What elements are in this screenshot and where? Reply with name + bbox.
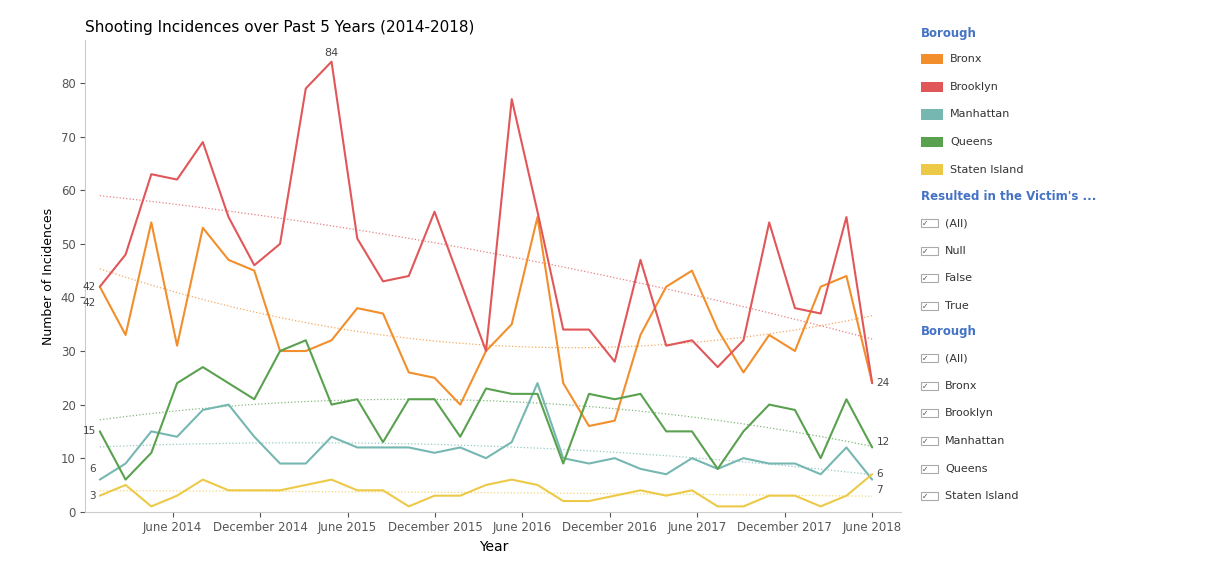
Text: Queens: Queens: [945, 463, 988, 474]
Text: Bronx: Bronx: [945, 381, 978, 391]
Text: Borough: Borough: [921, 28, 977, 40]
Text: Shooting Incidences over Past 5 Years (2014-2018): Shooting Incidences over Past 5 Years (2…: [85, 20, 475, 35]
Text: Brooklyn: Brooklyn: [945, 408, 994, 419]
Text: ✓: ✓: [922, 492, 928, 501]
Text: Manhattan: Manhattan: [945, 436, 1006, 446]
Text: 42: 42: [83, 282, 96, 292]
Text: ✓: ✓: [922, 302, 928, 310]
Text: Bronx: Bronx: [950, 54, 983, 64]
Text: True: True: [945, 301, 968, 311]
Text: 15: 15: [83, 427, 96, 436]
Text: ✓: ✓: [922, 465, 928, 473]
Text: 7: 7: [876, 485, 883, 495]
Text: Borough: Borough: [921, 325, 977, 338]
Text: Brooklyn: Brooklyn: [950, 82, 999, 92]
Text: Queens: Queens: [950, 137, 993, 147]
Text: Staten Island: Staten Island: [945, 491, 1018, 501]
Text: Staten Island: Staten Island: [950, 164, 1023, 175]
Text: ✓: ✓: [922, 437, 928, 446]
Text: Manhattan: Manhattan: [950, 109, 1011, 120]
Text: 6: 6: [876, 469, 883, 479]
Text: (All): (All): [945, 218, 968, 228]
Text: 12: 12: [876, 437, 889, 447]
Text: 42: 42: [83, 298, 96, 308]
Y-axis label: Number of Incidences: Number of Incidences: [43, 208, 55, 344]
Text: 24: 24: [876, 378, 889, 388]
Text: ✓: ✓: [922, 354, 928, 363]
Text: Resulted in the Victim's ...: Resulted in the Victim's ...: [921, 190, 1096, 203]
X-axis label: Year: Year: [479, 540, 508, 554]
Text: ✓: ✓: [922, 247, 928, 255]
Text: 3: 3: [89, 490, 96, 501]
Text: ✓: ✓: [922, 219, 928, 228]
Text: 84: 84: [324, 48, 339, 58]
Text: False: False: [945, 273, 973, 283]
Text: ✓: ✓: [922, 409, 928, 418]
Text: Null: Null: [945, 246, 967, 256]
Text: (All): (All): [945, 353, 968, 363]
Text: ✓: ✓: [922, 382, 928, 390]
Text: 6: 6: [89, 464, 96, 474]
Text: ✓: ✓: [922, 274, 928, 283]
